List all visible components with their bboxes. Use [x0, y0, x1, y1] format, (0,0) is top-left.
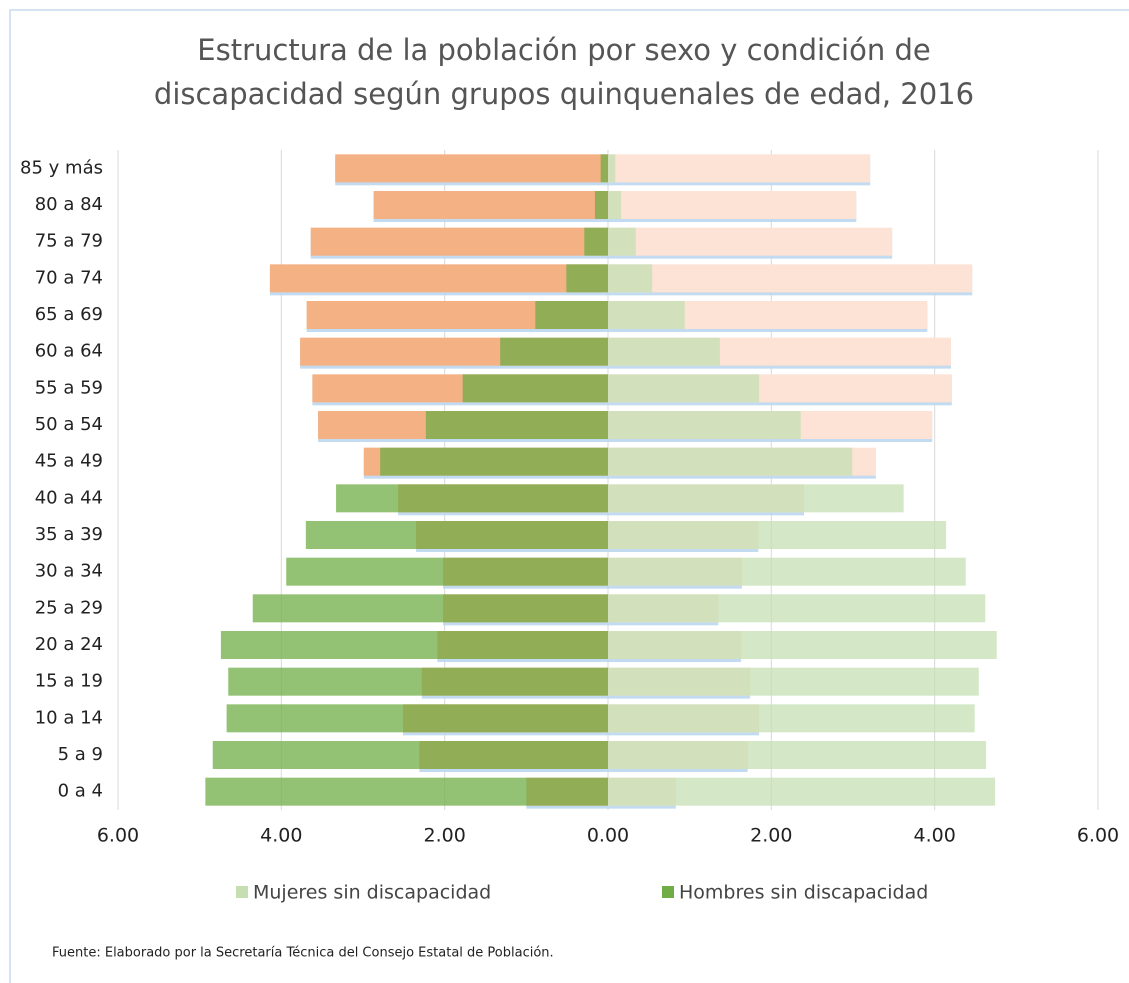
x-tick-label: 2.00: [750, 825, 792, 847]
bar: [228, 667, 608, 696]
bar: [220, 631, 608, 659]
bar: [269, 264, 608, 293]
y-tick-label: 10 a 14: [35, 707, 103, 728]
bar: [608, 227, 893, 256]
y-tick-label: 75 a 79: [35, 231, 103, 252]
x-tick-label: 6.00: [1077, 825, 1119, 847]
bar: [608, 227, 636, 256]
bar: [608, 337, 720, 366]
bar: [535, 301, 608, 329]
x-tick-label: 2.00: [424, 825, 466, 847]
bar: [566, 264, 608, 293]
bar: [462, 374, 608, 403]
y-tick-label: 50 a 54: [35, 414, 103, 435]
bar: [608, 741, 987, 769]
bar: [500, 337, 608, 366]
bar: [373, 191, 608, 219]
x-tick-label: 4.00: [914, 825, 956, 847]
bar: [608, 521, 947, 549]
bar: [212, 741, 608, 769]
y-tick-label: 35 a 39: [35, 524, 103, 545]
bar: [584, 227, 608, 256]
bar: [608, 631, 997, 659]
bar: [336, 484, 608, 513]
bar: [608, 667, 979, 696]
x-tick-label: 4.00: [260, 825, 302, 847]
bar: [205, 777, 608, 806]
bar: [608, 704, 975, 733]
bar: [608, 594, 986, 623]
legend-label: Mujeres sin discapacidad: [253, 882, 491, 904]
y-tick-label: 30 a 34: [35, 561, 103, 582]
frame: [9, 9, 1129, 983]
bar: [608, 301, 685, 329]
y-tick-label: 0 a 4: [58, 781, 103, 802]
bar: [310, 227, 608, 256]
y-tick-label: 25 a 29: [35, 597, 103, 618]
source: Fuente: Elaborado por la Secretaría Técn…: [52, 946, 554, 961]
y-tick-label: 40 a 44: [35, 487, 103, 508]
bar: [608, 447, 853, 476]
bar: [608, 154, 616, 183]
y-tick-label: 5 a 9: [58, 744, 103, 765]
bar: [226, 704, 608, 733]
y-tick-label: 20 a 24: [35, 634, 103, 655]
y-tick-label: 80 a 84: [35, 194, 103, 215]
bar: [608, 154, 871, 183]
y-tick-label: 60 a 64: [35, 341, 103, 362]
bar: [608, 777, 996, 806]
y-tick-label: 45 a 49: [35, 451, 103, 472]
bar: [608, 191, 622, 219]
bar: [594, 191, 608, 219]
bar: [286, 557, 608, 586]
bar: [600, 154, 608, 183]
bar: [608, 484, 904, 513]
chart-title: Estructura de la población por sexo y co…: [197, 33, 930, 67]
bar: [608, 264, 653, 293]
bar: [608, 191, 857, 219]
y-tick-label: 65 a 69: [35, 304, 103, 325]
bar: [608, 557, 966, 586]
bar: [425, 411, 608, 439]
bar: [335, 154, 608, 183]
bar: [608, 374, 760, 403]
x-tick-label: 0.00: [587, 825, 629, 847]
bar: [608, 264, 973, 293]
bar: [608, 411, 801, 439]
bar: [252, 594, 608, 623]
bar: [380, 447, 608, 476]
bar: [305, 521, 608, 549]
chart-title: discapacidad según grupos quinquenales d…: [154, 77, 974, 111]
y-tick-label: 70 a 74: [35, 267, 103, 288]
y-tick-label: 55 a 59: [35, 377, 103, 398]
legend-swatch: [662, 886, 674, 898]
y-tick-label: 85 y más: [20, 157, 103, 178]
y-tick-label: 15 a 19: [35, 671, 103, 692]
x-tick-label: 6.00: [97, 825, 139, 847]
legend-label: Hombres sin discapacidad: [679, 882, 928, 904]
legend-swatch: [236, 886, 248, 898]
